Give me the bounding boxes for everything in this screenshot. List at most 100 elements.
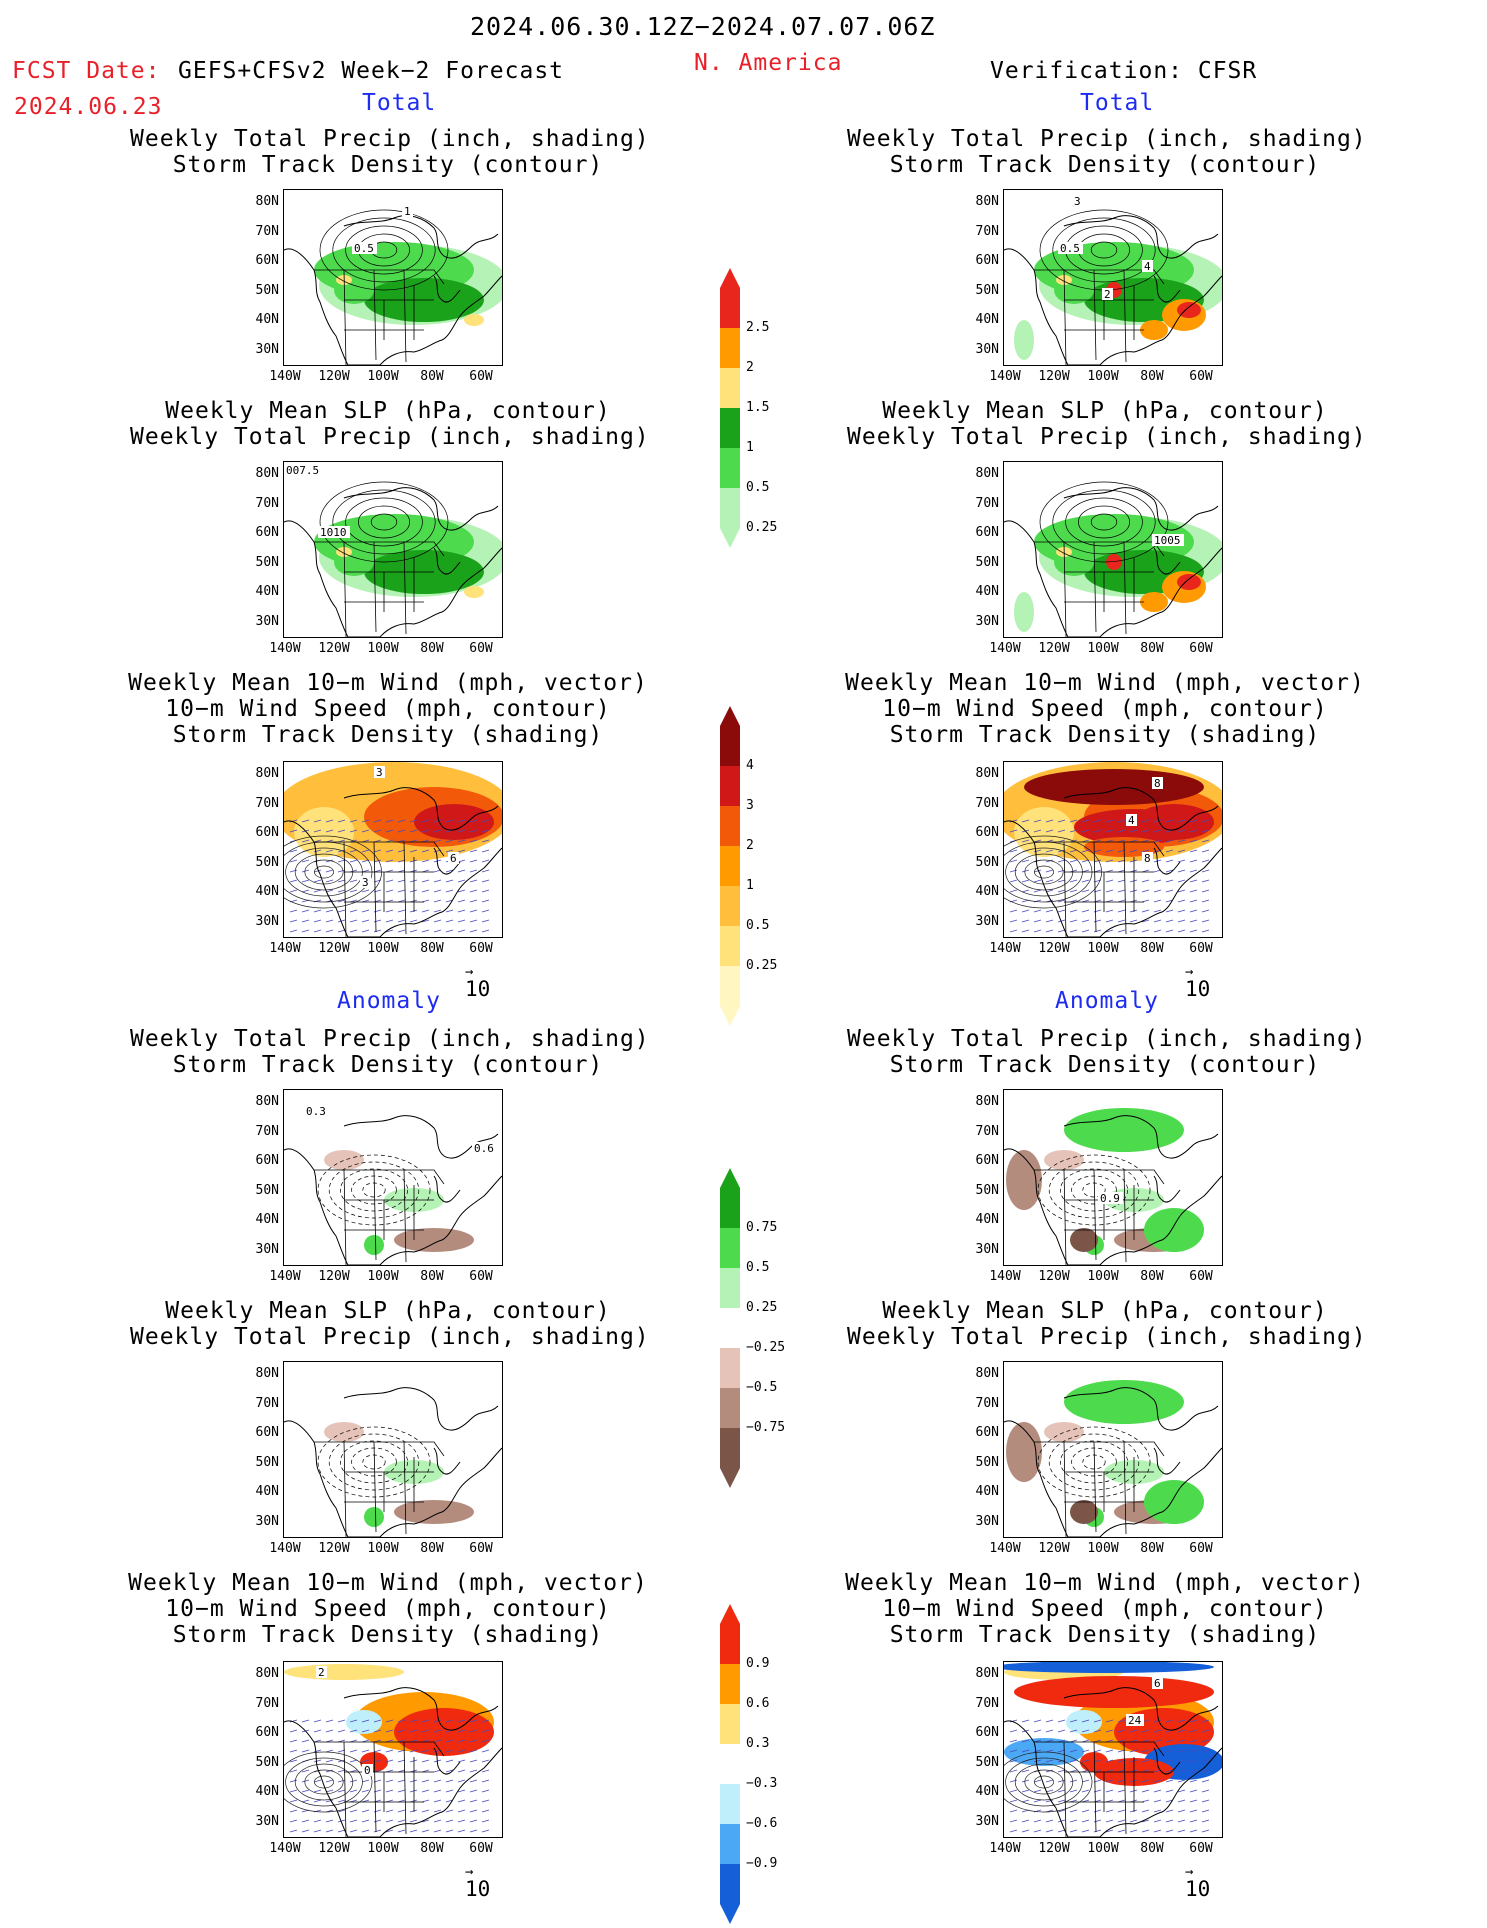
map-fcst-total-slp: 007.5 1010 — [284, 464, 502, 637]
svg-text:4: 4 — [1128, 814, 1135, 827]
lon-label: 80W — [1140, 941, 1164, 956]
title-ver-total-slp: Weekly Mean SLP (hPa, contour) Weekly Tot… — [847, 398, 1367, 450]
colorbar-swatch — [720, 806, 740, 846]
lon-label: 140W — [269, 1841, 301, 1856]
svg-text:3: 3 — [1074, 195, 1081, 208]
colorbar-label: 0.75 — [746, 1220, 778, 1235]
lat-label: 60N — [975, 1425, 999, 1440]
svg-text:1: 1 — [404, 205, 411, 218]
colorbar-label: 2.5 — [746, 320, 770, 335]
colorbar-swatch — [720, 488, 740, 528]
lat-label: 70N — [975, 1395, 999, 1411]
colorbar-swatch — [720, 1864, 740, 1904]
lat-label: 40N — [975, 312, 999, 327]
svg-text:0.6: 0.6 — [474, 1142, 494, 1155]
map-fcst-anom-wind: 20 — [284, 1664, 502, 1837]
map-panel-ver-anom-slp — [1003, 1361, 1223, 1538]
lat-label: 40N — [975, 1784, 999, 1799]
lon-label: 140W — [989, 941, 1021, 956]
map-panel-ver-total-slp: 1005 — [1003, 461, 1223, 638]
fcst-date-label: FCST Date: — [12, 58, 161, 84]
lat-label: 70N — [975, 223, 999, 239]
section-anomaly-left: Anomaly — [337, 988, 441, 1014]
colorbar-label: −0.5 — [746, 1380, 778, 1395]
lon-label: 80W — [420, 1269, 444, 1284]
lon-label: 80W — [420, 641, 444, 656]
colorbar-label: 0.5 — [746, 480, 770, 495]
lon-label: 80W — [420, 941, 444, 956]
title-fcst-total-slp: Weekly Mean SLP (hPa, contour) Weekly Tot… — [130, 398, 650, 450]
svg-text:24: 24 — [1128, 1714, 1142, 1727]
svg-text:8: 8 — [1144, 852, 1151, 865]
lat-label: 70N — [975, 495, 999, 511]
lat-label: 80N — [255, 1094, 279, 1109]
lat-label: 80N — [975, 766, 999, 781]
colorbar-label: −0.75 — [746, 1420, 786, 1435]
lat-label: 50N — [255, 1754, 279, 1770]
lon-label: 80W — [1140, 1269, 1164, 1284]
lon-label: 140W — [269, 941, 301, 956]
colorbar-label: 0.25 — [746, 958, 778, 973]
lon-label: 80W — [1140, 641, 1164, 656]
lon-label: 60W — [469, 369, 493, 384]
svg-text:6: 6 — [1154, 1677, 1161, 1690]
vector-reference: → 10 — [465, 1864, 491, 1901]
svg-text:0: 0 — [364, 1764, 371, 1777]
lon-label: 80W — [1140, 1541, 1164, 1556]
lat-label: 40N — [975, 584, 999, 599]
title-ver-total-wind: Weekly Mean 10−m Wind (mph, vector) 10−m … — [845, 670, 1365, 748]
colorbar-swatch — [720, 1704, 740, 1744]
lat-label: 30N — [975, 913, 999, 929]
lat-label: 40N — [255, 1784, 279, 1799]
lon-label: 60W — [469, 1841, 493, 1856]
lat-label: 40N — [975, 1484, 999, 1499]
lat-label: 80N — [255, 1366, 279, 1381]
lat-label: 80N — [975, 466, 999, 481]
colorbar-track-anom: 0.9 0.6 0.3 −0.3 −0.6 −0.9 — [720, 1604, 777, 1928]
colorbar-swatch — [720, 328, 740, 368]
lon-label: 80W — [1140, 369, 1164, 384]
colorbar-swatch — [720, 1744, 740, 1784]
svg-text:0.9: 0.9 — [1100, 1192, 1120, 1205]
lat-label: 70N — [255, 1695, 279, 1711]
title-ver-anom-wind: Weekly Mean 10−m Wind (mph, vector) 10−m … — [845, 1570, 1365, 1648]
lat-label: 60N — [255, 253, 279, 268]
svg-text:8: 8 — [1154, 777, 1161, 790]
lat-label: 30N — [255, 341, 279, 357]
svg-text:0.5: 0.5 — [1060, 242, 1080, 255]
colorbar-label: 0.25 — [746, 1300, 778, 1315]
lon-label: 100W — [1087, 1841, 1119, 1856]
lat-label: 50N — [975, 1454, 999, 1470]
lon-label: 120W — [318, 641, 350, 656]
map-panel-fcst-anom-track: 0.3 0.6 — [283, 1089, 503, 1266]
colorbar-label: −0.25 — [746, 1340, 786, 1355]
lat-label: 60N — [255, 1725, 279, 1740]
svg-text:0.5: 0.5 — [354, 242, 374, 255]
colorbar-swatch — [720, 1388, 740, 1428]
lon-label: 120W — [318, 369, 350, 384]
colorbar-swatch — [720, 368, 740, 408]
lon-label: 100W — [367, 1841, 399, 1856]
lat-label: 70N — [255, 795, 279, 811]
map-ver-anom-track: 0.9 — [1004, 1108, 1222, 1265]
lon-label: 80W — [1140, 1841, 1164, 1856]
lon-label: 120W — [1038, 1269, 1070, 1284]
colorbar-label: 0.9 — [746, 1656, 770, 1671]
map-fcst-total-wind: 3 6 3 — [284, 762, 502, 937]
lat-label: 30N — [975, 613, 999, 629]
lon-label: 100W — [1087, 641, 1119, 656]
colorbar-track-total: 4 3 2 1 0.5 0.25 — [720, 706, 777, 1030]
lon-label: 80W — [420, 1541, 444, 1556]
colorbar-swatch — [720, 1428, 740, 1468]
colorbar-label: −0.6 — [746, 1816, 778, 1831]
lat-label: 50N — [255, 1182, 279, 1198]
lat-label: 30N — [975, 1241, 999, 1257]
lat-label: 50N — [975, 554, 999, 570]
lon-label: 100W — [1087, 369, 1119, 384]
colorbar-swatch — [720, 1664, 740, 1704]
lon-label: 80W — [420, 1841, 444, 1856]
map-panel-fcst-total-slp: 007.5 1010 — [283, 461, 503, 638]
lon-label: 60W — [469, 641, 493, 656]
map-panel-ver-total-wind: 8 4 8 — [1003, 761, 1223, 938]
svg-text:2: 2 — [1104, 288, 1111, 301]
